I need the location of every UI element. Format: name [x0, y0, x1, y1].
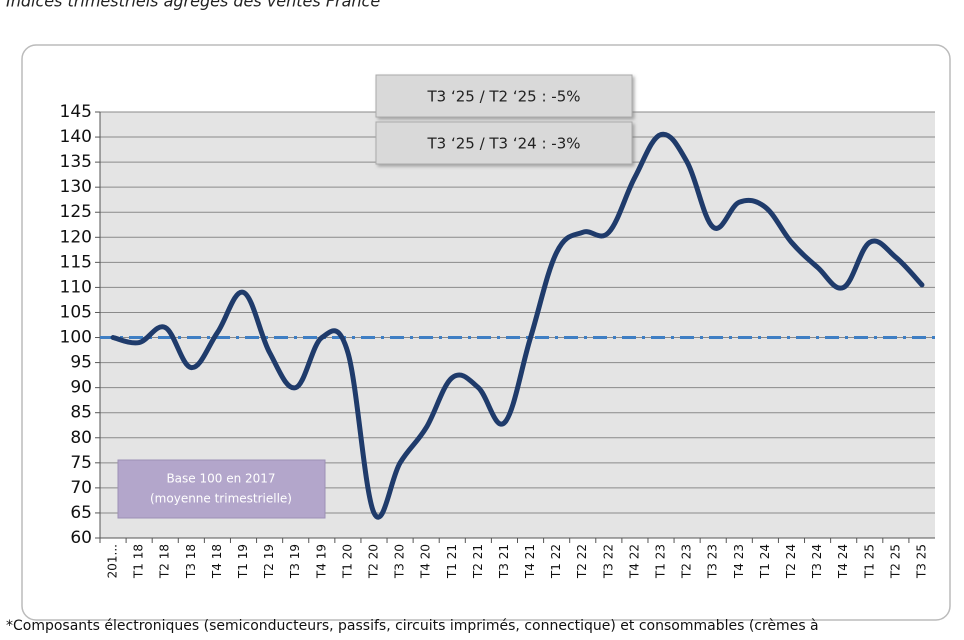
y-tick-label: 80: [70, 428, 92, 448]
x-tick-label: T4 18: [210, 544, 224, 579]
x-tick-label: T3 22: [601, 544, 615, 579]
x-tick-label: T3 24: [810, 544, 824, 579]
x-tick-label: T3 20: [393, 544, 407, 579]
annotation: Base 100 en 2017: [166, 472, 275, 486]
annotation-box: [117, 459, 326, 519]
x-tick-label: T4 24: [836, 544, 850, 579]
x-tick-label: T2 25: [888, 544, 902, 579]
y-tick-label: 95: [70, 353, 92, 373]
x-tick-label: T3 21: [497, 544, 511, 579]
x-tick-label: T2 18: [158, 544, 172, 579]
y-tick-label: 135: [60, 152, 92, 172]
x-tick-label: T1 21: [445, 544, 459, 579]
y-tick-label: 115: [60, 252, 92, 272]
x-tick-label: T4 22: [627, 544, 641, 579]
x-tick-label: T4 19: [314, 544, 328, 579]
y-tick-label: 65: [70, 503, 92, 523]
annotation-box: [375, 74, 633, 118]
y-tick-label: 130: [60, 177, 92, 197]
y-tick-label: 60: [70, 528, 92, 548]
x-tick-label: T4 21: [523, 544, 537, 579]
y-tick-label: 110: [60, 277, 92, 297]
x-tick-label: 201...: [106, 544, 120, 578]
x-tick-label: T1 22: [549, 544, 563, 579]
y-tick-label: 90: [70, 378, 92, 398]
x-tick-label: T2 20: [366, 544, 380, 579]
y-tick-label: 70: [70, 478, 92, 498]
y-tick-label: 120: [60, 227, 92, 247]
annotation: (moyenne trimestrielle): [150, 492, 292, 506]
x-tick-label: T1 19: [236, 544, 250, 579]
x-tick-label: T3 18: [184, 544, 198, 579]
x-tick-label: T3 25: [914, 544, 928, 579]
x-tick-label: T2 21: [471, 544, 485, 579]
x-tick-label: T3 23: [706, 544, 720, 579]
y-tick-label: 125: [60, 202, 92, 222]
data-line: [110, 131, 925, 520]
x-tick-label: T1 18: [132, 544, 146, 579]
y-tick-label: 100: [60, 328, 92, 348]
x-tick-label: T1 25: [862, 544, 876, 579]
x-tick-label: T2 22: [575, 544, 589, 579]
y-tick-label: 75: [70, 453, 92, 473]
chart-title: Indices trimestriels agrégés des ventes …: [6, 0, 380, 11]
x-tick-label: T1 23: [654, 544, 668, 579]
y-tick-label: 140: [60, 127, 92, 147]
x-tick-label: T1 20: [340, 544, 354, 579]
x-tick-label: T2 19: [262, 544, 276, 579]
x-tick-label: T2 23: [680, 544, 694, 579]
x-tick-label: T1 24: [758, 544, 772, 579]
footnote: *Composants électroniques (semiconducteu…: [6, 618, 819, 634]
annotation-box: [375, 121, 633, 165]
x-tick-label: T4 20: [419, 544, 433, 579]
x-tick-label: T2 24: [784, 544, 798, 579]
y-tick-label: 145: [60, 102, 92, 122]
annotation: T3 ‘25 / T2 ‘25 : -5%: [426, 88, 580, 106]
x-tick-label: T4 23: [732, 544, 746, 579]
y-tick-label: 85: [70, 403, 92, 423]
annotation: T3 ‘25 / T3 ‘24 : -3%: [426, 135, 580, 153]
y-tick-label: 105: [60, 302, 92, 322]
x-tick-label: T3 19: [288, 544, 302, 579]
